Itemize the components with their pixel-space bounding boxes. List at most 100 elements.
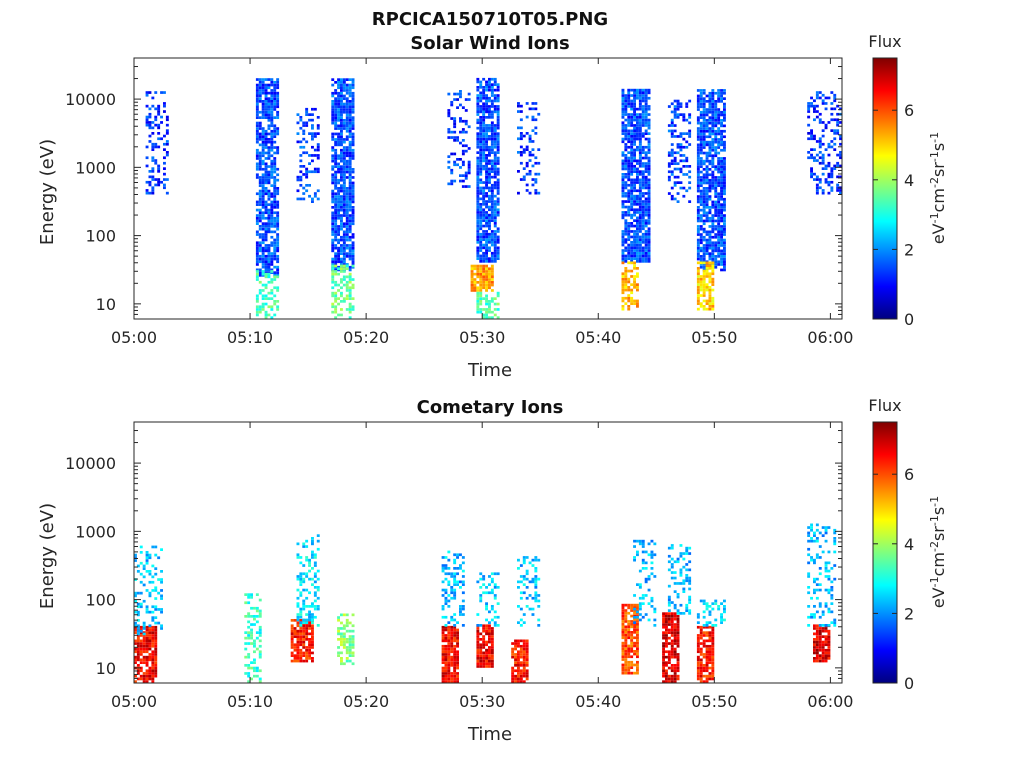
heatmap-cell <box>670 628 674 632</box>
heatmap-cell <box>273 170 277 174</box>
heatmap-cell <box>717 222 721 226</box>
heatmap-cell <box>342 613 346 617</box>
heatmap-cell <box>482 316 486 319</box>
heatmap-cell <box>345 308 349 311</box>
heatmap-cell <box>258 628 262 632</box>
heatmap-cell <box>342 176 346 179</box>
heatmap-cell <box>830 167 834 170</box>
heatmap-cell <box>348 654 352 657</box>
heatmap-cell <box>331 286 335 290</box>
heatmap-cell <box>273 159 277 163</box>
heatmap-cell <box>699 170 703 174</box>
heatmap-cell <box>621 275 625 278</box>
heatmap-cell <box>717 178 721 182</box>
heatmap-cell <box>267 165 271 168</box>
heatmap-cell <box>485 170 488 173</box>
heatmap-cell <box>337 638 340 641</box>
heatmap-cell <box>308 627 311 630</box>
heatmap-cell <box>711 246 715 250</box>
heatmap-cell <box>258 208 262 212</box>
heatmap-cell <box>351 192 355 196</box>
heatmap-cell <box>163 167 166 170</box>
heatmap-cell <box>450 117 454 120</box>
heatmap-cell <box>154 653 158 656</box>
heatmap-cell <box>641 539 645 543</box>
heatmap-cell <box>456 677 459 681</box>
heatmap-cell <box>258 274 262 277</box>
heatmap-cell <box>261 140 265 144</box>
heatmap-cell <box>493 254 497 258</box>
heatmap-cell <box>261 135 265 138</box>
heatmap-cell <box>679 135 683 138</box>
heatmap-cell <box>511 677 515 681</box>
heatmap-cell <box>685 118 689 122</box>
heatmap-cell <box>479 148 483 152</box>
heatmap-cell <box>151 175 155 179</box>
heatmap-cell <box>714 184 718 187</box>
heatmap-cell <box>145 608 149 611</box>
heatmap-cell <box>627 666 631 669</box>
heatmap-cell <box>154 118 158 122</box>
heatmap-cell <box>293 657 297 660</box>
heatmap-cell <box>165 115 169 119</box>
heatmap-cell <box>345 255 349 258</box>
heatmap-cell <box>696 255 700 258</box>
heatmap-cell <box>670 151 674 155</box>
heatmap-cell <box>517 650 520 654</box>
heatmap-cell <box>627 189 631 193</box>
heatmap-cell <box>638 132 642 135</box>
heatmap-cell <box>276 238 280 242</box>
heatmap-cell <box>255 636 259 640</box>
heatmap-cell <box>145 191 149 195</box>
heatmap-cell <box>673 167 677 171</box>
heatmap-cell <box>638 189 642 193</box>
heatmap-cell <box>255 127 259 130</box>
heatmap-cell <box>711 227 715 231</box>
heatmap-cell <box>453 644 457 648</box>
heatmap-cell <box>305 613 309 616</box>
heatmap-cell <box>270 165 274 168</box>
heatmap-cell <box>479 121 483 125</box>
heatmap-cell <box>134 631 137 634</box>
heatmap-cell <box>708 129 712 133</box>
heatmap-cell <box>688 170 692 174</box>
heatmap-cell <box>337 654 340 657</box>
heatmap-cell <box>273 105 277 109</box>
heatmap-cell <box>667 151 671 155</box>
heatmap-cell <box>453 572 457 576</box>
heatmap-cell <box>485 313 488 317</box>
heatmap-cell <box>630 181 634 184</box>
heatmap-cell <box>331 105 335 109</box>
heatmap-cell <box>456 674 459 678</box>
heatmap-cell <box>522 561 526 565</box>
heatmap-cell <box>148 653 152 656</box>
heatmap-cell <box>299 184 303 187</box>
heatmap-cell <box>345 659 349 663</box>
heatmap-cell <box>636 647 639 650</box>
heatmap-cell <box>636 216 639 220</box>
heatmap-cell <box>621 186 625 190</box>
heatmap-cell <box>490 257 494 260</box>
heatmap-cell <box>490 297 494 300</box>
heatmap-cell <box>459 92 462 96</box>
heatmap-cell <box>151 121 155 124</box>
heatmap-cell <box>673 590 677 593</box>
heatmap-cell <box>467 171 471 175</box>
heatmap-cell <box>705 108 709 111</box>
heatmap-cell <box>647 260 651 263</box>
heatmap-cell <box>670 544 674 547</box>
heatmap-cell <box>261 78 265 81</box>
heatmap-cell <box>154 115 158 119</box>
heatmap-cell <box>337 249 340 253</box>
heatmap-cell <box>145 123 149 127</box>
heatmap-cell <box>273 189 277 193</box>
heatmap-cell <box>833 129 837 132</box>
heatmap-cell <box>490 143 494 146</box>
heatmap-cell <box>313 572 317 576</box>
heatmap-cell <box>705 195 709 198</box>
heatmap-cell <box>476 173 480 176</box>
heatmap-cell <box>485 627 488 630</box>
heatmap-cell <box>696 238 700 242</box>
heatmap-cell <box>479 216 483 220</box>
heatmap-cell <box>145 647 149 651</box>
